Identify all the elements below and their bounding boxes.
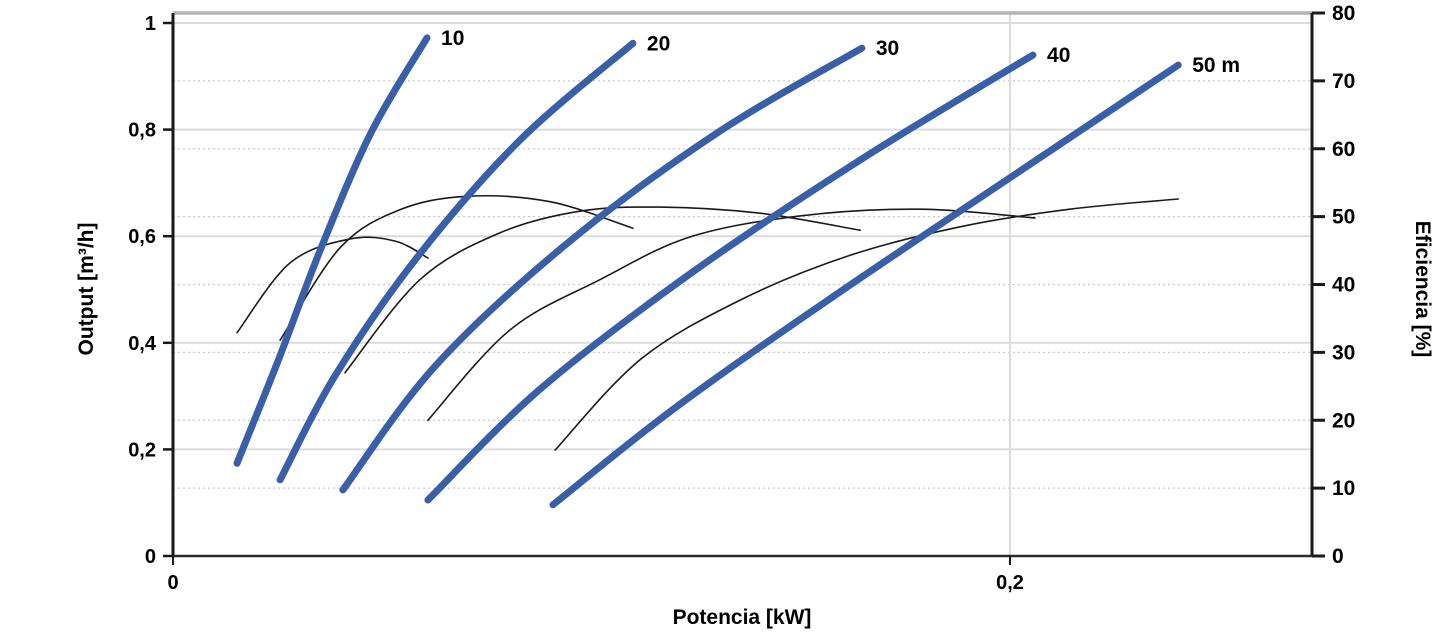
efficiency-curve-50 <box>554 198 1179 451</box>
y-right-tick-label: 0 <box>1332 545 1344 568</box>
efficiency-curve-40 <box>427 208 1036 422</box>
y-left-tick-label: 0,4 <box>128 333 157 355</box>
y-left-tick-label: 0,8 <box>128 120 156 142</box>
pump-curve-40 <box>424 51 1037 504</box>
y-right-tick-label: 20 <box>1332 409 1355 432</box>
x-tick-label: 0 <box>167 572 178 594</box>
pump-curve-10 <box>233 34 431 467</box>
x-axis-label: Potencia [kW] <box>672 606 812 629</box>
y-axis-label-right: Eficiencia [%] <box>1411 220 1434 358</box>
y-right-tick-label: 10 <box>1332 477 1355 500</box>
pump-curve-50 <box>549 61 1182 509</box>
y-right-tick-label: 60 <box>1332 138 1355 161</box>
y-right-tick-label: 70 <box>1332 70 1355 93</box>
efficiency-curve-30 <box>344 206 861 374</box>
curve-label-10: 10 <box>441 27 464 50</box>
y-right-tick-label: 80 <box>1332 2 1355 25</box>
efficiency-curve-10 <box>236 236 429 334</box>
pump-curve-30 <box>339 44 866 494</box>
y-axis-label-left: Output [m³/h] <box>75 222 98 356</box>
pump-curve-20 <box>276 39 637 484</box>
x-tick-label: 0,2 <box>996 572 1024 594</box>
y-right-tick-label: 50 <box>1332 206 1355 229</box>
y-left-tick-label: 0,6 <box>128 226 156 248</box>
curve-label-30: 30 <box>876 37 899 60</box>
y-left-tick-label: 0 <box>145 546 156 568</box>
y-left-tick-label: 1 <box>145 13 156 35</box>
curve-label-40: 40 <box>1047 44 1070 67</box>
curve-label-20: 20 <box>647 32 670 55</box>
y-right-tick-label: 40 <box>1332 274 1355 297</box>
y-left-tick-label: 0,2 <box>128 439 156 461</box>
y-right-tick-label: 30 <box>1332 341 1355 364</box>
curve-label-50: 50 m <box>1192 54 1240 77</box>
efficiency-curve-20 <box>279 195 634 341</box>
